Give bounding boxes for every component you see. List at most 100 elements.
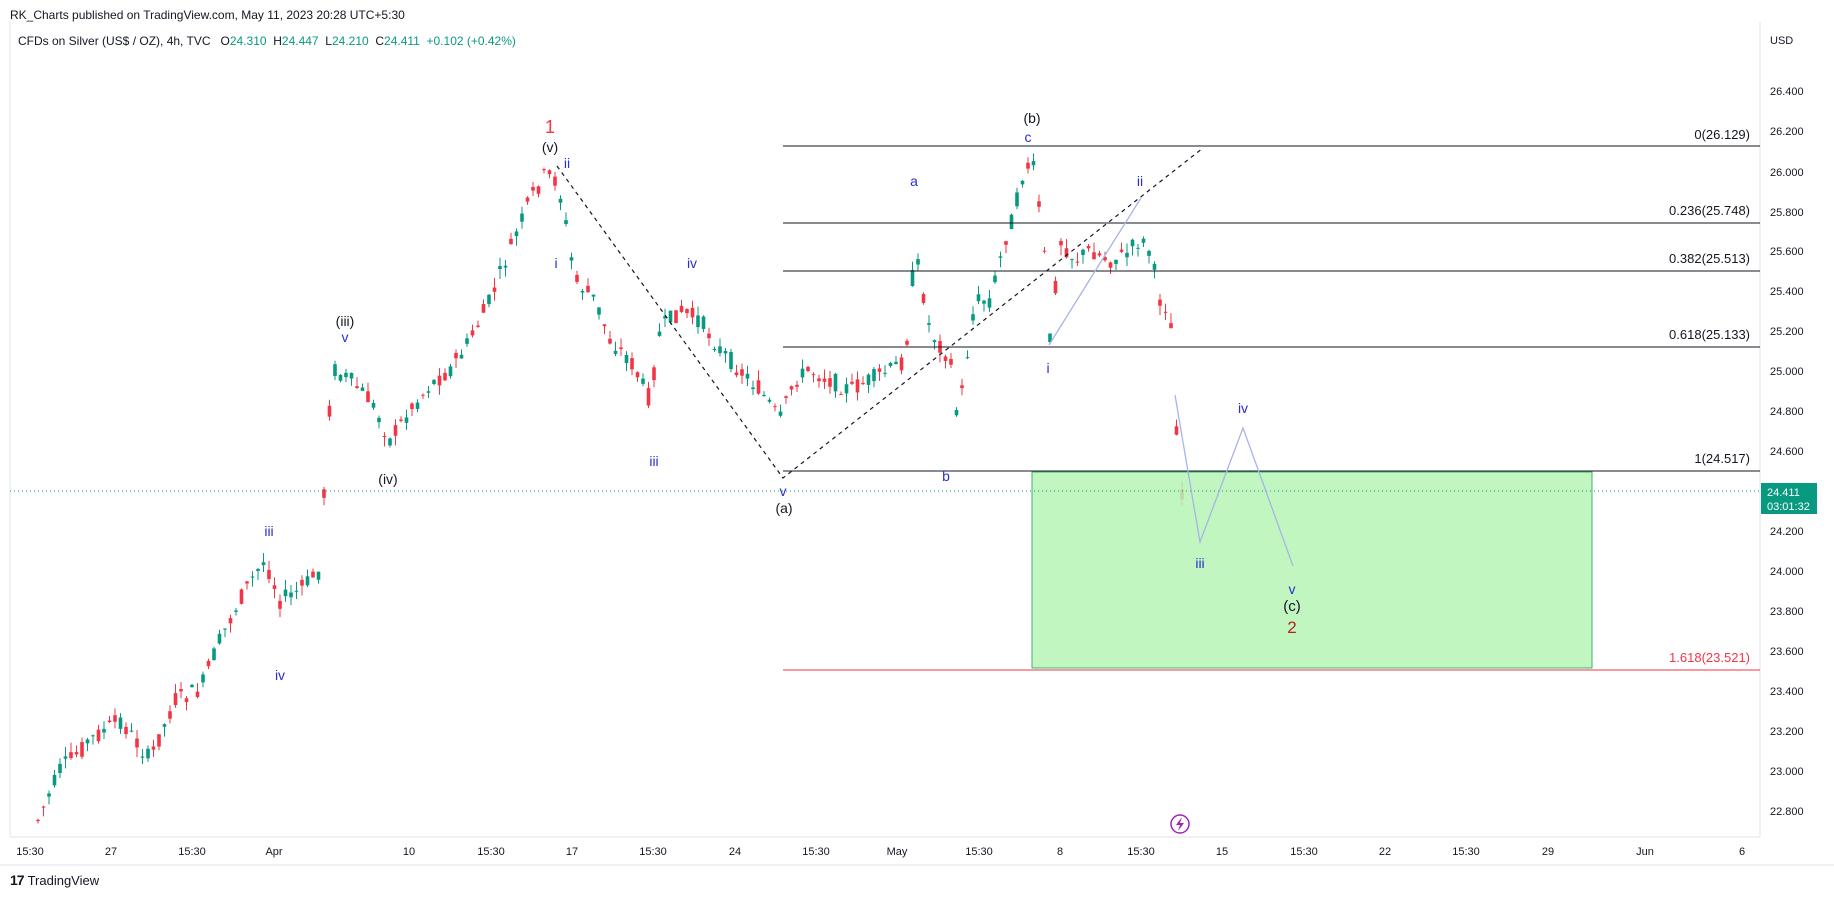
candle-body <box>635 372 640 378</box>
time-tick: 15:30 <box>477 846 505 858</box>
candle-body <box>910 269 915 287</box>
candle-body <box>916 259 920 265</box>
candle-body <box>399 419 403 421</box>
candle-body <box>707 333 711 339</box>
time-tick: 6 <box>1739 846 1745 858</box>
candle-body <box>784 396 788 398</box>
candle-body <box>118 717 123 729</box>
price-tick: 23.200 <box>1770 726 1804 738</box>
candle-body <box>503 265 508 268</box>
wave-label-v: v <box>342 329 349 345</box>
price-axis[interactable]: USD 26.400 26.200 26.000 25.800 25.600 2… <box>1761 35 1817 818</box>
candle-body <box>470 330 475 336</box>
price-tick: 25.200 <box>1770 326 1804 338</box>
time-axis[interactable]: 15:30 27 15:30 Apr 10 15:30 17 15:30 24 … <box>16 846 1745 858</box>
fib-label: 0.618(25.133) <box>1669 327 1750 342</box>
candle-body <box>531 187 535 191</box>
candle-body <box>311 571 315 578</box>
candle-body <box>806 366 810 372</box>
candle-body <box>1075 261 1080 263</box>
candle-body <box>1141 238 1146 243</box>
candle-body <box>976 294 981 302</box>
candle-body <box>597 307 601 315</box>
candle-body <box>729 352 733 370</box>
candle-body <box>102 728 106 733</box>
current-price-badge <box>1761 483 1817 514</box>
candle-body <box>608 338 612 344</box>
price-tick: 26.000 <box>1770 167 1804 179</box>
price-tick: 25.000 <box>1770 366 1804 378</box>
symbol-name[interactable]: CFDs on Silver (US$ / OZ), 4h, TVC <box>18 34 211 48</box>
candle-body <box>195 691 200 697</box>
candle-body <box>800 368 805 378</box>
target-zone[interactable] <box>1031 471 1593 669</box>
candle-body <box>206 660 211 667</box>
candle-body <box>41 806 46 808</box>
time-tick: 15:30 <box>802 846 830 858</box>
time-tick: 15:30 <box>639 846 667 858</box>
candle-body <box>949 358 953 365</box>
candle-body <box>283 589 288 597</box>
candle-body <box>811 374 816 376</box>
candle-body <box>866 374 871 385</box>
candle-body <box>1026 162 1030 169</box>
candle-body <box>305 576 310 586</box>
wave-label-a-paren: (a) <box>775 500 792 516</box>
candle-body <box>498 266 502 270</box>
candle-body <box>586 285 590 293</box>
time-tick: May <box>887 846 908 858</box>
candle-body <box>547 170 552 175</box>
candle-body <box>63 756 68 759</box>
wave-label-ii: ii <box>1137 173 1143 189</box>
wave-label-i: i <box>554 255 557 271</box>
fib-label-red: 1.618(23.521) <box>1669 650 1750 665</box>
candle-body <box>36 819 40 822</box>
candle-body <box>1081 249 1085 256</box>
close-label: C <box>375 34 385 48</box>
price-tick: 23.800 <box>1770 606 1804 618</box>
wave-label-v: v <box>1289 581 1296 597</box>
candle-body <box>228 618 233 624</box>
candle-body <box>844 384 849 394</box>
candle-body <box>146 748 150 759</box>
candle-body <box>685 309 689 314</box>
candle-body <box>492 287 497 292</box>
candle-body <box>564 220 568 224</box>
candle-body <box>234 610 238 612</box>
candle-body <box>1125 252 1129 258</box>
candle-body <box>388 438 392 446</box>
candle-body <box>679 305 684 312</box>
candle-body <box>1092 252 1096 260</box>
candle-body <box>393 425 398 436</box>
wave-label-c: c <box>1025 129 1032 145</box>
candle-body <box>1042 250 1047 252</box>
candle-body <box>1130 239 1135 247</box>
candle-body <box>509 238 513 245</box>
time-tick: 24 <box>729 846 741 858</box>
lightning-event-icon[interactable] <box>1170 814 1190 834</box>
tradingview-brand: TradingView <box>27 872 100 888</box>
candle-body <box>316 571 321 580</box>
time-tick: 27 <box>105 846 117 858</box>
candle-body <box>135 738 139 748</box>
candle-body <box>245 581 249 584</box>
candle-body <box>404 417 409 423</box>
candle-body <box>701 316 706 329</box>
candle-body <box>762 394 766 396</box>
fib-label: 0.382(25.513) <box>1669 251 1750 266</box>
wave-projection-path[interactable] <box>1174 394 1294 567</box>
open-label: O <box>220 34 230 48</box>
close-value: 24.411 <box>384 34 420 48</box>
wave-path-ii[interactable] <box>1048 197 1142 346</box>
current-price: 24.411 <box>1767 487 1800 499</box>
price-tick: 24.000 <box>1770 566 1804 578</box>
candle-body <box>751 387 755 390</box>
candle-body <box>1037 201 1041 207</box>
tradingview-footer[interactable]: 17 TradingView <box>10 872 99 888</box>
trend-channel-lines[interactable] <box>556 147 1204 479</box>
candle-body <box>712 348 717 351</box>
candle-body <box>965 357 970 359</box>
candle-body <box>344 372 348 378</box>
time-tick: 15:30 <box>1452 846 1480 858</box>
